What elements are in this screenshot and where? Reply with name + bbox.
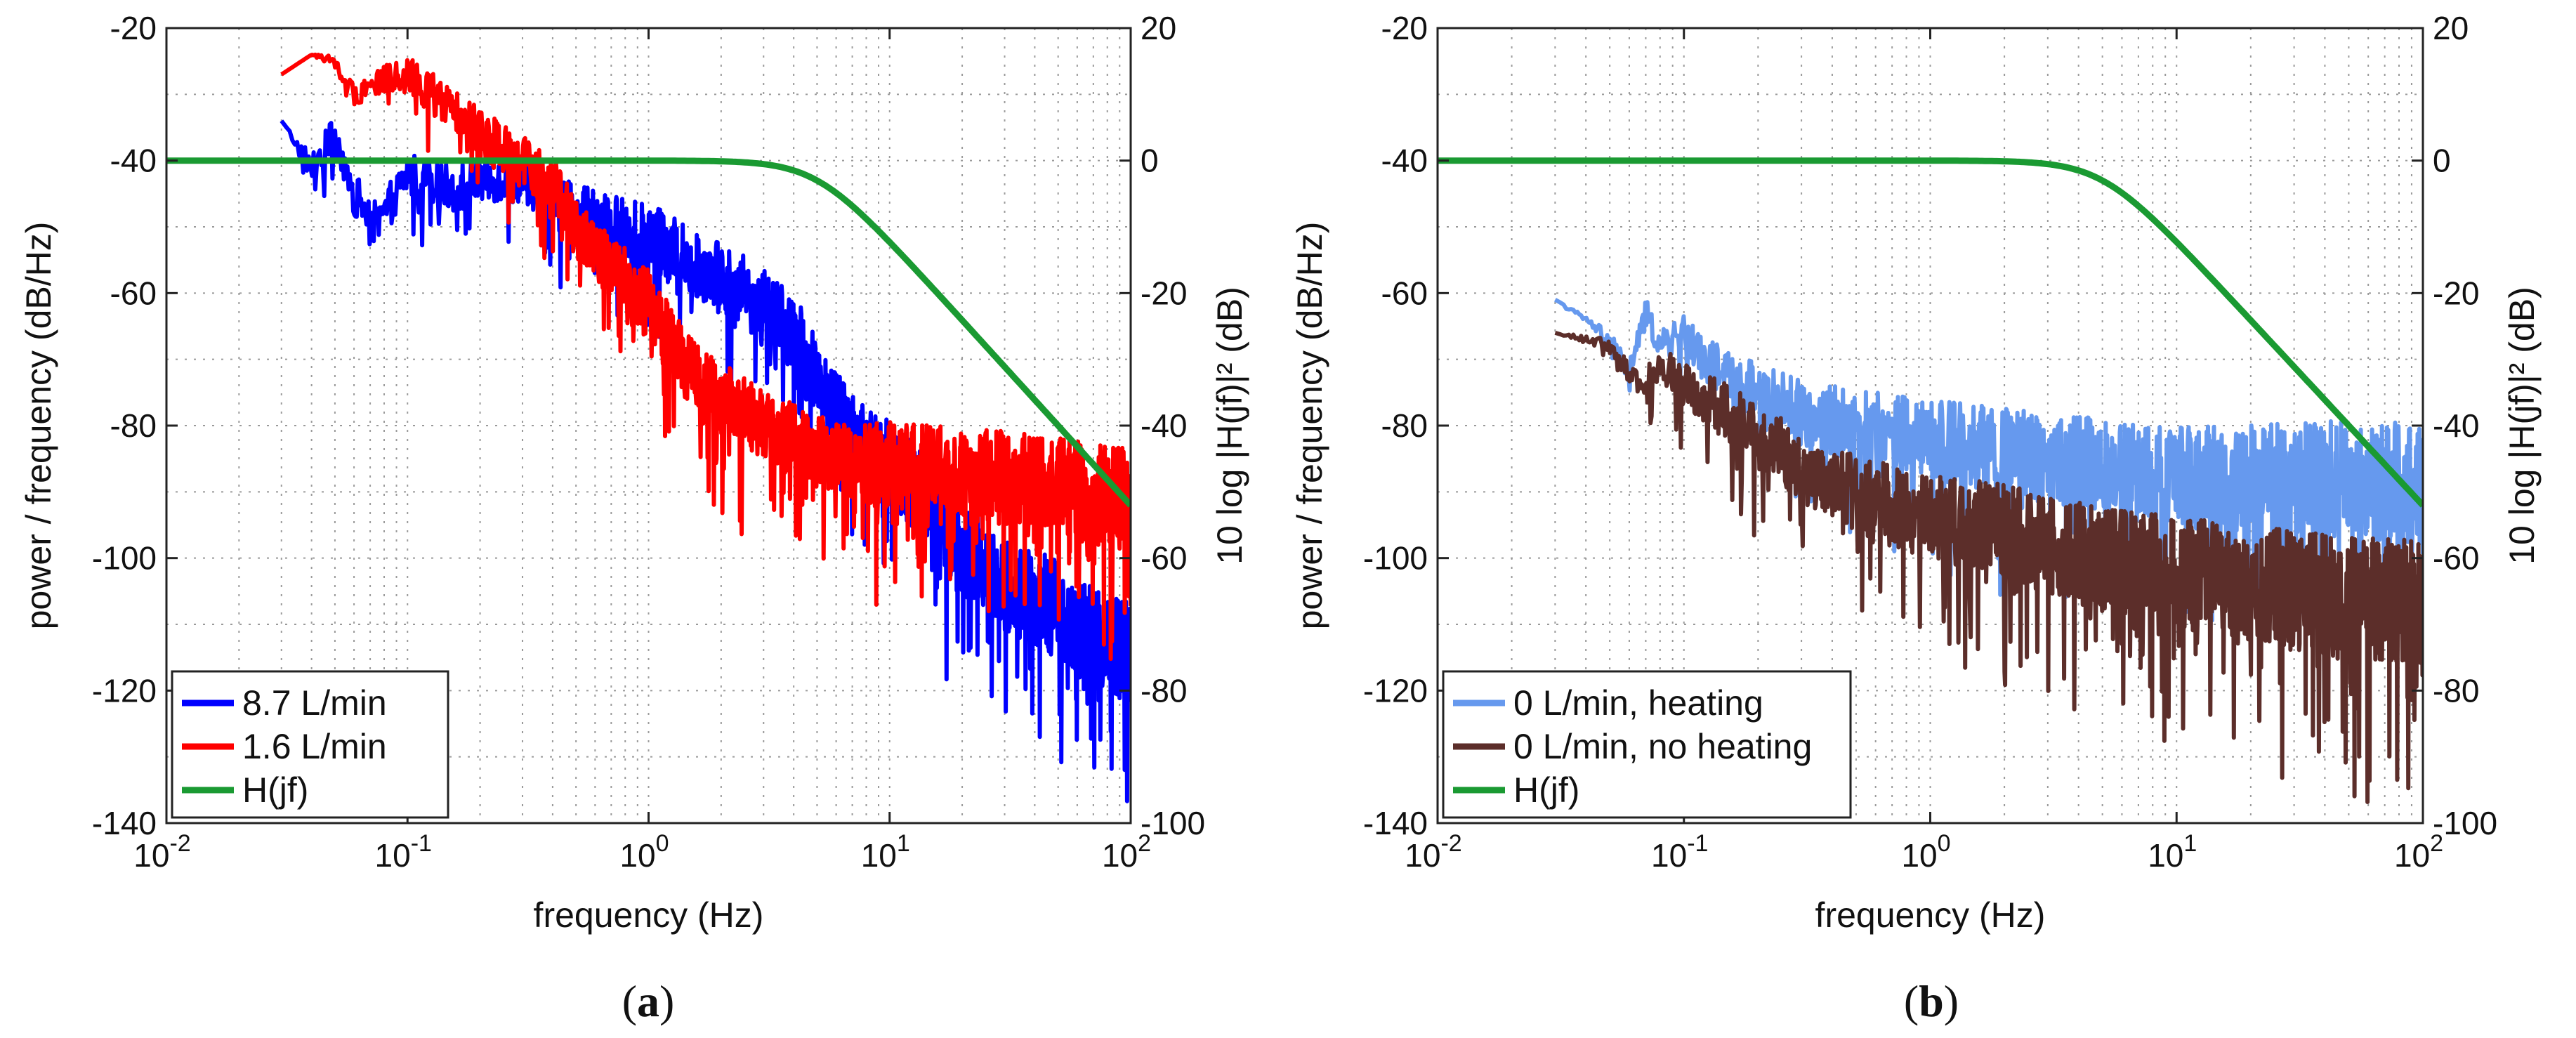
panel-b-x-tick-exp: -2 xyxy=(1440,830,1461,857)
panel-b-y-right-tick-label: 0 xyxy=(2433,143,2451,179)
panel-b-y-axis-label: power / frequency (dB/Hz) xyxy=(1290,222,1329,630)
panel-a-legend-label: 8.7 L/min xyxy=(242,683,387,723)
panel-a-y-right-tick-label: -80 xyxy=(1141,672,1187,709)
panel-b-caption-open: ( xyxy=(1904,976,1919,1026)
panel-a-x-tick-label: 101 xyxy=(861,830,910,874)
panel-b-x-tick-base: 10 xyxy=(1651,837,1687,874)
panel-b-y-right-tick-label: 20 xyxy=(2433,10,2469,46)
panel-b-x-tick-label: 100 xyxy=(1901,830,1950,874)
panel-a-caption-letter: a xyxy=(637,976,659,1026)
panel-b-caption: (b) xyxy=(1904,976,1959,1026)
panel-a-x-tick-exp: -1 xyxy=(411,830,432,857)
panel-b-x-axis-label: frequency (Hz) xyxy=(1815,895,2046,935)
panel-a-x-tick-base: 10 xyxy=(1102,837,1138,874)
panel-b-x-tick-base: 10 xyxy=(1405,837,1440,874)
panel-a-x-tick-base: 10 xyxy=(861,837,897,874)
panel-a-x-tick-exp: 1 xyxy=(897,830,910,857)
panel-a-y-right-tick-label: -40 xyxy=(1141,407,1187,444)
panel-a-x-tick-base: 10 xyxy=(133,837,169,874)
panel-a-y-tick-label: -80 xyxy=(110,407,157,444)
panel-a-caption-open: ( xyxy=(622,976,637,1026)
panel-a-caption: (a) xyxy=(622,976,675,1026)
panel-b-caption-letter: b xyxy=(1919,976,1944,1026)
panel-b-caption-close: ) xyxy=(1944,976,1959,1026)
panel-a-y-right-tick-label: 20 xyxy=(1141,10,1176,46)
panel-a-x-tick-label: 10-1 xyxy=(375,830,432,874)
panel-b-y-tick-label: -80 xyxy=(1381,407,1428,444)
panel-b: 10-2 10-1 100 101 102-140-120-100-80-60-40-2… xyxy=(1290,10,2542,1026)
panel-a-legend-label: H(jf) xyxy=(242,770,308,810)
panel-b-x-tick-label: 10-1 xyxy=(1651,830,1708,874)
panel-a-y-tick-label: -100 xyxy=(92,540,157,577)
panel-b-y-tick-label: -140 xyxy=(1363,805,1428,841)
panel-b-y-right-tick-label: -80 xyxy=(2433,672,2479,709)
panel-b-x-tick-exp: 0 xyxy=(1938,830,1951,857)
panel-a-y-right-tick-label: -100 xyxy=(1141,805,1205,841)
panel-b-y-right-tick-label: -40 xyxy=(2433,407,2479,444)
panel-a-y-tick-label: -60 xyxy=(110,275,157,311)
panel-b-x-tick-label: 101 xyxy=(2148,830,2197,874)
panel-a: 10-2 10-1 100 101 102-140-120-100-80-60-40-2… xyxy=(19,10,1249,1026)
panel-b-legend-label: 0 L/min, heating xyxy=(1513,683,1763,723)
panel-b-y-tick-label: -60 xyxy=(1381,275,1428,311)
panel-a-x-tick-label: 100 xyxy=(619,830,669,874)
panel-a-x-tick-exp: 0 xyxy=(656,830,669,857)
panel-a-legend: 8.7 L/min 1.6 L/min H(jf) xyxy=(172,671,448,817)
panel-a-y-right-tick-label: -20 xyxy=(1141,275,1187,311)
panel-b-y-tick-label: -40 xyxy=(1381,143,1428,179)
panel-a-x-tick-base: 10 xyxy=(375,837,411,874)
panel-b-y-tick-label: -100 xyxy=(1363,540,1428,577)
panel-a-y-tick-label: -40 xyxy=(110,143,157,179)
figure: 10-2 10-1 100 101 102-140-120-100-80-60-40-2… xyxy=(0,0,2576,1038)
panel-a-x-tick-base: 10 xyxy=(619,837,655,874)
panel-b-x-tick-exp: 1 xyxy=(2183,830,2197,857)
panel-b-x-tick-base: 10 xyxy=(2148,837,2183,874)
panel-b-y-right-tick-label: -60 xyxy=(2433,540,2479,577)
panel-b-legend-label: 0 L/min, no heating xyxy=(1513,727,1812,766)
panel-b-y-tick-label: -120 xyxy=(1363,672,1428,709)
panel-a-y-right-axis-label: 10 log |H(jf)|² (dB) xyxy=(1210,287,1249,565)
panel-a-caption-close: ) xyxy=(659,976,674,1026)
panel-b-x-tick-base: 10 xyxy=(2394,837,2430,874)
panel-b-y-right-tick-label: -100 xyxy=(2433,805,2497,841)
panel-b-legend: 0 L/min, heating 0 L/min, no heating H(jf) xyxy=(1443,671,1851,817)
panel-a-x-axis-label: frequency (Hz) xyxy=(534,895,764,935)
panel-a-y-tick-label: -120 xyxy=(92,672,157,709)
panel-a-y-right-tick-label: 0 xyxy=(1141,143,1159,179)
panel-a-y-axis-label: power / frequency (dB/Hz) xyxy=(19,222,58,630)
panel-b-legend-label: H(jf) xyxy=(1513,770,1579,810)
panel-b-x-tick-base: 10 xyxy=(1901,837,1937,874)
panel-b-x-tick-exp: -1 xyxy=(1687,830,1708,857)
panel-a-y-tick-label: -140 xyxy=(92,805,157,841)
panel-b-y-right-tick-label: -20 xyxy=(2433,275,2479,311)
panel-b-y-right-axis-label: 10 log |H(jf)|² (dB) xyxy=(2502,287,2542,565)
panel-a-y-tick-label: -20 xyxy=(110,10,157,46)
panel-a-legend-label: 1.6 L/min xyxy=(242,727,387,766)
panel-a-y-right-tick-label: -60 xyxy=(1141,540,1187,577)
panel-a-x-tick-exp: -2 xyxy=(169,830,190,857)
panel-b-y-tick-label: -20 xyxy=(1381,10,1428,46)
